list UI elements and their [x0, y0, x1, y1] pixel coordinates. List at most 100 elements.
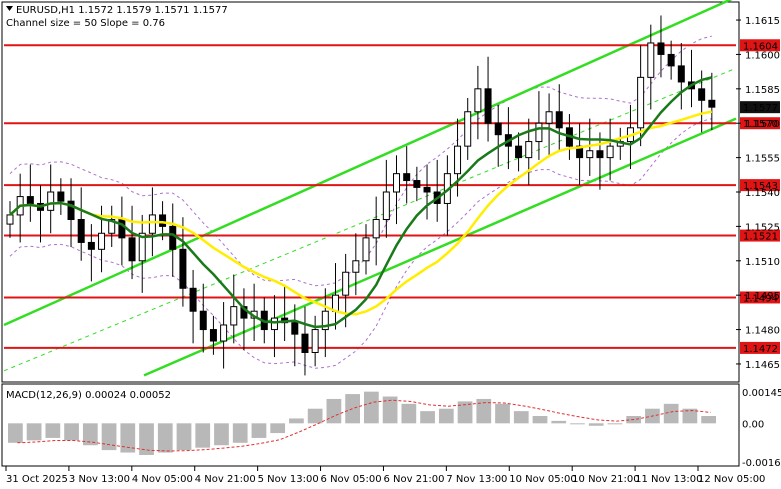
candle-body	[535, 122, 543, 143]
candle-body	[677, 65, 685, 83]
price-tick-label: 1.1555	[745, 154, 780, 165]
macd-bar	[139, 423, 154, 455]
macd-bar	[82, 423, 98, 446]
macd-bar	[64, 423, 79, 441]
price-panel[interactable]	[1, 1, 740, 383]
envelope-upper-line	[9, 35, 712, 287]
time-tick-label: 4 Nov 21:00	[195, 474, 256, 485]
macd-bar	[401, 403, 417, 424]
macd-bar	[8, 423, 23, 443]
time-tick-label: 5 Nov 13:00	[258, 474, 319, 485]
macd-bar	[551, 420, 567, 424]
candle-body	[199, 310, 207, 331]
candle-body	[342, 271, 350, 296]
candle-body	[159, 214, 167, 227]
price-tick-label: 1.1510	[745, 257, 780, 268]
time-tick-label: 10 Nov 21:00	[572, 474, 639, 485]
candle-body	[26, 196, 34, 204]
candle-body	[362, 237, 370, 262]
triangle-down-icon[interactable]	[6, 6, 13, 11]
macd-axis-label: -0.00167	[742, 458, 781, 469]
time-tick-label: 7 Nov 13:00	[446, 474, 507, 485]
channel-upper-line	[3, 0, 733, 327]
macd-histogram: 0.00145 0.00 -0.00167	[8, 388, 781, 469]
candle-body	[179, 248, 187, 289]
candle-body	[667, 53, 675, 67]
time-tick-label: 6 Nov 21:00	[383, 474, 444, 485]
macd-bar	[663, 403, 679, 424]
candle-body	[108, 219, 116, 234]
symbol-ohlc-line: EURUSD,H1 1.1572 1.1579 1.1571 1.1577	[16, 5, 228, 16]
candle-body	[128, 237, 136, 262]
candle-body	[118, 219, 126, 239]
time-tick-label: 6 Nov 05:00	[321, 474, 382, 485]
candle-body	[647, 42, 655, 78]
candle-body	[57, 191, 65, 202]
candle-body	[576, 145, 584, 159]
candle-body	[484, 88, 492, 124]
price-axis: 1.16151.16001.15851.15701.15551.15401.15…	[736, 16, 780, 371]
time-tick-label: 11 Nov 13:00	[635, 474, 702, 485]
macd-bar	[495, 403, 510, 424]
macd-bar	[120, 423, 136, 453]
macd-bar	[101, 423, 117, 451]
candle-body	[555, 111, 563, 129]
support-resistance-levels: 1.1604 1.1570 1.1543 1.1521 1.1494 1.1472	[4, 39, 780, 355]
level-label-box	[740, 39, 780, 52]
level-label: 1.1472	[743, 344, 778, 355]
candle-body	[637, 76, 645, 129]
regression-channel	[3, 0, 737, 377]
price-tick-label: 1.1495	[745, 291, 780, 302]
price-tick-label: 1.1600	[745, 50, 780, 61]
macd-bar	[45, 423, 61, 438]
price-tick-label: 1.1540	[745, 188, 780, 199]
channel-indicator-line: Channel size = 50 Slope = 0.76	[6, 18, 165, 29]
level-label-box	[740, 229, 780, 242]
candle-body	[372, 219, 380, 239]
level-label-box	[740, 291, 780, 304]
candle-body	[403, 173, 411, 182]
macd-bar	[570, 423, 585, 425]
price-tick-label: 1.1570	[745, 119, 780, 130]
macd-bar	[157, 423, 173, 453]
channel-lower-line	[143, 117, 737, 377]
candle-body	[87, 241, 95, 250]
level-label-box	[740, 341, 780, 354]
ma-slow-line	[9, 110, 713, 316]
candle-body	[148, 214, 156, 234]
macd-axis-label: 0.00	[742, 419, 764, 430]
candle-body	[708, 99, 716, 108]
candle-body	[47, 191, 55, 211]
time-tick-label: 4 Nov 05:00	[132, 474, 193, 485]
price-tick-label: 1.1480	[745, 326, 780, 337]
candlestick-series	[6, 15, 716, 376]
time-tick-label: 10 Nov 05:00	[509, 474, 576, 485]
candle-body	[596, 150, 604, 159]
macd-bar	[232, 423, 248, 443]
candle-body	[606, 145, 614, 159]
candle-body	[77, 219, 85, 243]
candle-body	[494, 122, 502, 136]
candle-body	[586, 150, 594, 159]
candle-body	[454, 145, 462, 175]
price-tick-label: 1.1615	[745, 16, 780, 27]
candle-body	[352, 260, 360, 273]
time-tick-label: 12 Nov 05:00	[698, 474, 765, 485]
candle-body	[698, 88, 706, 101]
macd-axis-label: 0.00145	[742, 388, 781, 399]
macd-signal-line	[17, 399, 711, 452]
current-price-label: 1.1577	[743, 103, 778, 114]
macd-bar	[682, 408, 698, 424]
price-tick-label: 1.1585	[745, 85, 780, 96]
level-label-box	[740, 117, 780, 130]
macd-bar	[307, 408, 323, 424]
candle-body	[220, 324, 228, 342]
candle-body	[138, 232, 146, 262]
candle-body	[657, 42, 665, 55]
level-label-box	[740, 179, 780, 192]
candle-body	[311, 329, 319, 353]
candle-body	[382, 191, 390, 221]
level-label: 1.1543	[743, 181, 778, 192]
